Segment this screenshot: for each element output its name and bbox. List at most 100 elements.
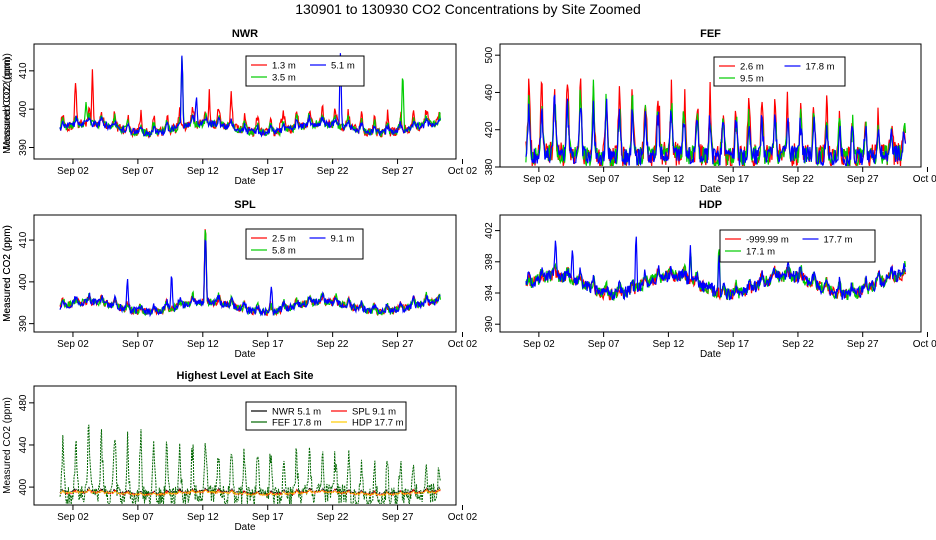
legend-label-spl-2: 9.1 m [331, 234, 355, 245]
legend-label-spl-1: 5.8 m [272, 246, 296, 257]
x-tick-label-nwr-1: Sep 07 [122, 166, 154, 177]
series-line-fef-2 [525, 94, 907, 166]
y-tick-label-highest-2: 480 [18, 394, 29, 411]
chart-panel-spl: SPL Sep 02 Sep 07 Sep 12 Sep 17 Sep 22 Sep 27 O… [2, 199, 478, 360]
y-tick-label-fef-2: 460 [484, 84, 495, 101]
x-tick-label-nwr-0: Sep 02 [57, 166, 89, 177]
x-axis-label-highest: Date [234, 522, 256, 533]
legend-label-fef-1: 9.5 m [740, 74, 764, 85]
series-line-spl-2 [59, 239, 441, 318]
x-tick-label-spl-2: Sep 12 [187, 339, 219, 350]
y-tick-label-nwr-0: 390 [18, 139, 29, 156]
x-tick-label-hdp-4: Sep 22 [782, 339, 814, 350]
y-axis-label-hdp: Measured CO2 (ppm) [2, 225, 13, 322]
x-axis-label-fef: Date [700, 184, 722, 195]
x-tick-label-nwr-5: Sep 27 [382, 166, 414, 177]
plot-frame-highest [33, 385, 457, 506]
x-tick-label-spl-6: Oct 02 [448, 339, 478, 350]
x-tick-label-hdp-6: Oct 02 [913, 339, 936, 350]
chart-title-spl: SPL [234, 199, 256, 211]
x-tick-label-nwr-4: Sep 22 [317, 166, 349, 177]
x-tick-label-spl-3: Sep 17 [252, 339, 284, 350]
chart-title-fef: FEF [700, 28, 721, 40]
y-tick-label-spl-2: 410 [18, 231, 29, 248]
legend-label-nwr-1: 3.5 m [272, 73, 296, 84]
x-tick-label-hdp-0: Sep 02 [523, 339, 555, 350]
plot-frame-hdp [499, 214, 922, 333]
x-tick-label-spl-0: Sep 02 [57, 339, 89, 350]
x-tick-label-nwr-6: Oct 02 [448, 166, 478, 177]
x-tick-label-spl-5: Sep 27 [382, 339, 414, 350]
x-tick-label-hdp-1: Sep 07 [588, 339, 620, 350]
x-tick-label-nwr-2: Sep 12 [187, 166, 219, 177]
legend-label-nwr-2: 5.1 m [331, 61, 355, 72]
y-tick-label-nwr-1: 400 [18, 100, 29, 117]
x-tick-label-hdp-3: Sep 17 [717, 339, 749, 350]
y-tick-label-hdp-0: 390 [484, 315, 495, 332]
y-tick-label-highest-0: 400 [18, 478, 29, 495]
chart-panel-highest: Highest Level at Each Site Sep 02 Sep 07 Se… [2, 370, 478, 533]
y-tick-label-nwr-2: 410 [18, 62, 29, 79]
x-tick-label-hdp-2: Sep 12 [653, 339, 685, 350]
legend-label-highest-0: NWR 5.1 m [272, 407, 321, 418]
chart-panel-fef: FEF Sep 02 Sep 07 Sep 12 Sep 17 Sep 22 Sep 27 O… [2, 28, 936, 195]
y-tick-label-hdp-2: 398 [484, 253, 495, 270]
x-tick-label-highest-2: Sep 12 [187, 512, 219, 523]
chart-panel-hdp: HDP Sep 02 Sep 07 Sep 12 Sep 17 Sep 22 Sep 27 O… [2, 199, 936, 360]
legend-label-hdp-2: 17.7 m [824, 235, 853, 246]
x-tick-label-spl-4: Sep 22 [317, 339, 349, 350]
legend-box-fef [713, 56, 846, 87]
legend-box-spl [245, 228, 364, 260]
x-tick-label-fef-3: Sep 17 [717, 174, 749, 185]
y-tick-label-fef-1: 420 [484, 121, 495, 138]
chart-panel-nwr: NWR Sep 02 Sep 07 Sep 12 Sep 17 Sep 22 Sep 27 O… [2, 28, 478, 187]
x-tick-label-highest-4: Sep 22 [317, 512, 349, 523]
page-title: 130901 to 130930 CO2 Concentrations by S… [295, 1, 641, 17]
y-tick-label-hdp-3: 402 [484, 222, 495, 239]
legend-box-nwr [245, 55, 365, 87]
y-axis-label-fef: Measured CO2 (ppm) [2, 57, 13, 154]
x-tick-label-highest-5: Sep 27 [382, 512, 414, 523]
x-tick-label-fef-5: Sep 27 [847, 174, 879, 185]
plot-frame-fef [499, 43, 922, 168]
x-tick-label-fef-4: Sep 22 [782, 174, 814, 185]
y-axis-label-nwr: Measured CO2 (ppm) [2, 53, 13, 150]
y-tick-label-spl-1: 400 [18, 273, 29, 290]
plot-frame-spl [33, 214, 457, 333]
y-axis-label-highest: Measured CO2 (ppm) [2, 397, 13, 494]
chart-title-nwr: NWR [232, 28, 258, 40]
series-line-hdp-2 [525, 236, 907, 301]
x-tick-label-fef-0: Sep 02 [523, 174, 555, 185]
x-tick-label-nwr-3: Sep 17 [252, 166, 284, 177]
series-line-nwr-2 [59, 53, 441, 139]
legend-box-hdp [719, 229, 876, 263]
x-tick-label-spl-1: Sep 07 [122, 339, 154, 350]
legend-label-fef-2: 17.8 m [806, 62, 835, 73]
x-tick-label-hdp-5: Sep 27 [847, 339, 879, 350]
legend-label-highest-3: HDP 17.7 m [352, 418, 404, 429]
chart-title-highest: Highest Level at Each Site [177, 370, 314, 382]
legend-label-hdp-1: 17.1 m [746, 247, 775, 258]
legend-label-nwr-0: 1.3 m [272, 61, 296, 72]
y-tick-label-fef-3: 500 [484, 46, 495, 63]
x-tick-label-highest-3: Sep 17 [252, 512, 284, 523]
legend-label-spl-0: 2.5 m [272, 234, 296, 245]
legend-box-highest [245, 401, 407, 431]
x-tick-label-highest-6: Oct 02 [448, 512, 478, 523]
y-tick-label-hdp-1: 394 [484, 284, 495, 301]
x-tick-label-fef-6: Oct 02 [913, 174, 936, 185]
x-tick-label-highest-0: Sep 02 [57, 512, 89, 523]
x-axis-label-spl: Date [234, 349, 256, 360]
x-tick-label-fef-2: Sep 12 [653, 174, 685, 185]
series-line-highest-3 [59, 488, 441, 497]
chart-title-hdp: HDP [699, 199, 722, 211]
plot-frame-nwr [33, 43, 457, 160]
x-axis-label-hdp: Date [700, 349, 722, 360]
legend-label-highest-1: FEF 17.8 m [272, 418, 322, 429]
series-line-highest-2 [59, 487, 441, 497]
x-tick-label-fef-1: Sep 07 [588, 174, 620, 185]
y-axis-label-spl: Measured CO2 (ppm) [2, 225, 13, 322]
legend-label-fef-0: 2.6 m [740, 62, 764, 73]
x-axis-label-nwr: Date [234, 176, 256, 187]
